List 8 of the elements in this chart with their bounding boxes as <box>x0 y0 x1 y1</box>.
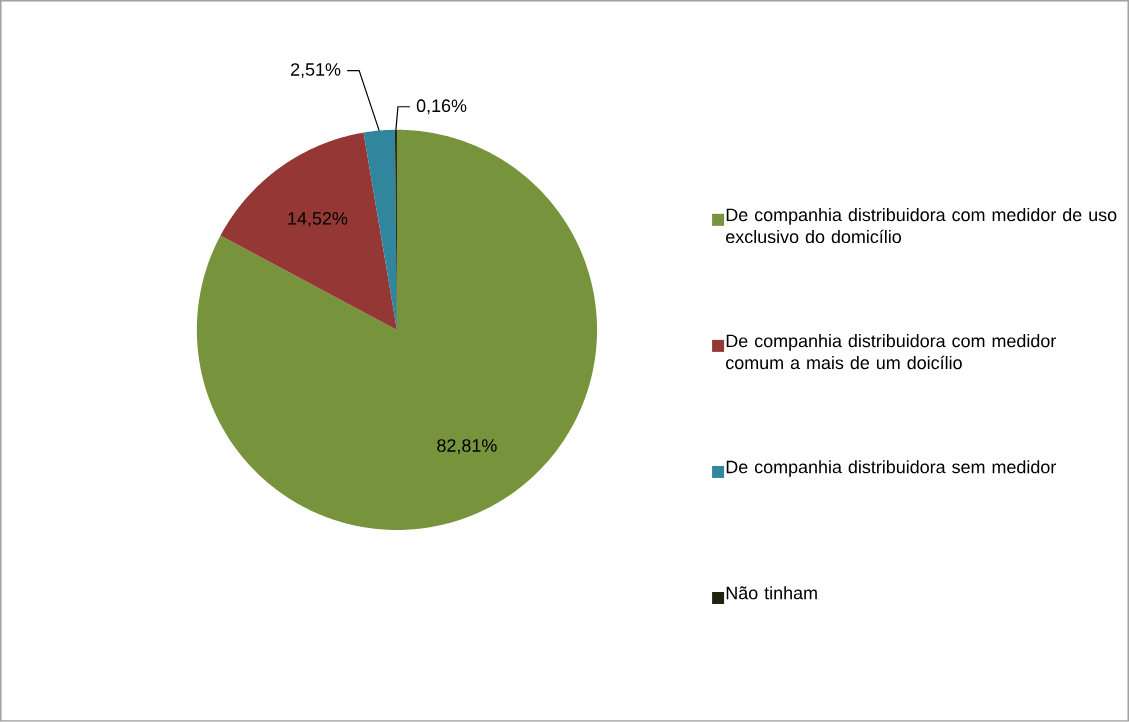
legend-label: De companhia distribuidora com medidor comum a mais de um doicílio <box>726 334 1056 370</box>
data-label: 0,16% <box>416 99 467 115</box>
legend-label: Não tinham <box>726 586 817 600</box>
data-label: 14,52% <box>288 212 348 227</box>
data-label: 2,51% <box>291 63 341 79</box>
legend-label: De companhia distribuidora sem medidor <box>726 460 1056 477</box>
legend-label: De companhia distribuidora com medidor de uso exclusivo do domicílio <box>726 208 1117 244</box>
data-label: 82,81% <box>437 439 497 455</box>
